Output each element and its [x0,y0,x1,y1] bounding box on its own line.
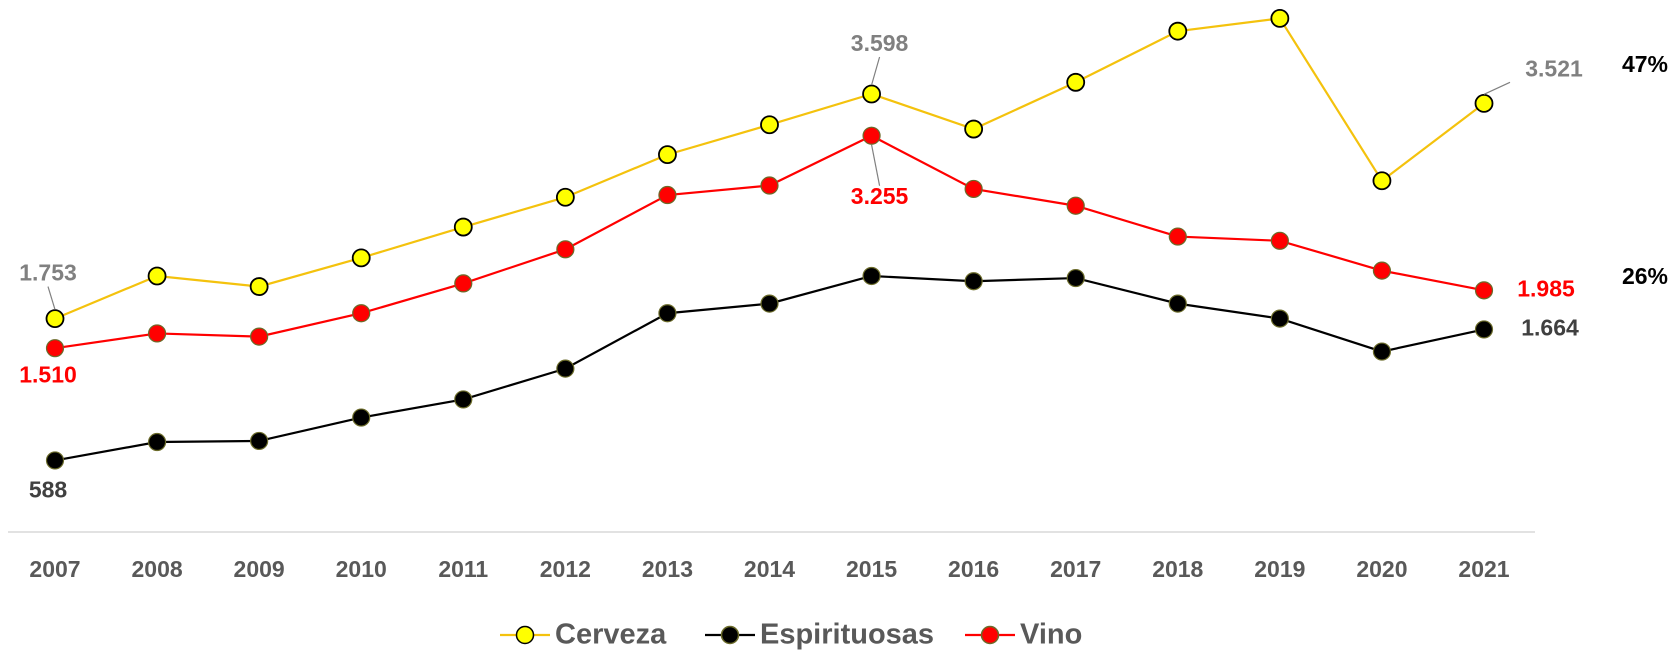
point-marker [45,309,65,328]
data-label: 3.255 [851,183,909,209]
x-tick-label: 2010 [336,556,387,582]
point-marker [1474,281,1494,300]
point-marker [658,185,677,205]
data-label: 3.521 [1525,55,1583,81]
point-marker [454,390,473,409]
point-marker [250,431,269,451]
point-marker [147,266,167,286]
point-marker [964,272,983,291]
leader-line [870,56,881,86]
legend-label: Cerveza [555,619,667,651]
point-marker [760,115,779,135]
point-marker [555,187,575,207]
point-marker [658,145,677,165]
point-marker [45,451,65,470]
x-tick-label: 2016 [948,556,999,582]
point-marker [1270,8,1290,28]
x-tick-label: 2017 [1050,556,1101,582]
point-marker [862,266,881,286]
point-marker [249,277,269,296]
point-marker [862,126,881,145]
x-tick-label: 2014 [744,556,795,582]
data-label: 1.664 [1521,315,1579,341]
legend-marker [720,625,740,645]
point-marker [45,339,65,358]
series-line [54,17,1485,320]
data-label: 1.510 [19,361,77,387]
leader-line [47,286,56,310]
x-tick-label: 2007 [29,556,80,582]
point-marker [1168,21,1188,41]
legend: Cerveza Espirituosas Vino [500,619,1082,651]
point-marker [147,432,167,452]
point-marker [1372,171,1392,191]
point-marker [862,84,881,104]
point-marker [1168,227,1187,246]
data-label: 3.598 [851,30,909,56]
point-marker [1474,93,1494,113]
data-label: 588 [29,476,68,502]
point-marker [760,176,779,195]
point-marker [351,248,371,268]
point-marker [1168,294,1187,313]
x-tick-label: 2012 [540,556,591,582]
point-marker [453,217,473,237]
leader-line [870,144,881,186]
x-tick-label: 2019 [1254,556,1305,582]
point-marker [1066,72,1086,92]
point-marker [964,179,983,199]
legend-label: Espirituosas [760,619,934,651]
x-tick-label: 2020 [1356,556,1407,582]
point-marker [1474,320,1494,339]
point-marker [556,359,575,378]
leader-line [1483,81,1511,95]
legend-marker [980,625,1000,645]
x-tick-label: 2013 [642,556,693,582]
x-tick-label: 2018 [1152,556,1203,582]
point-marker [1372,342,1392,361]
point-marker [1270,231,1289,250]
point-marker [1066,268,1085,288]
x-tick-label: 2008 [131,556,182,582]
point-marker [556,240,575,259]
point-marker [1372,261,1392,280]
annotation: 26% [1622,263,1668,289]
point-marker [964,119,984,139]
x-tick-label: 2011 [438,556,488,582]
point-marker [147,324,167,343]
legend-marker [515,625,535,645]
point-marker [760,294,779,313]
point-marker [658,304,677,323]
point-marker [1270,309,1289,328]
point-marker [454,274,473,293]
x-tick-label: 2021 [1458,556,1509,582]
point-marker [1066,196,1085,215]
point-marker [352,408,371,427]
annotation: 47% [1622,51,1668,77]
data-label: 1.985 [1517,275,1575,301]
legend-label: Vino [1020,619,1082,651]
point-marker [250,327,269,346]
data-label: 1.753 [19,260,77,286]
x-tick-label: 2015 [846,556,897,582]
point-marker [352,304,371,323]
x-tick-label: 2009 [234,556,285,582]
